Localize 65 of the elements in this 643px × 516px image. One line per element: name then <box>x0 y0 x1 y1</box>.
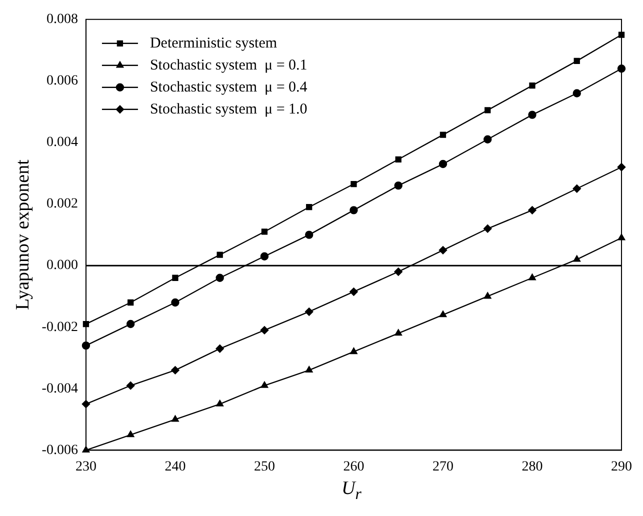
point <box>171 366 180 374</box>
point <box>438 160 448 168</box>
y-tick-label: 0.002 <box>46 196 78 212</box>
point <box>439 310 447 318</box>
point <box>172 274 178 281</box>
point <box>574 58 580 64</box>
point <box>350 180 357 188</box>
point <box>126 320 135 328</box>
point <box>440 132 446 138</box>
point <box>350 348 358 354</box>
x-tick-label: 280 <box>522 459 543 474</box>
legend-label: Deterministic system <box>150 35 278 52</box>
y-tick-label: 0.000 <box>46 258 78 274</box>
point <box>261 228 268 235</box>
point <box>484 292 492 299</box>
point <box>171 298 180 307</box>
y-tick-label: 0.006 <box>46 74 78 89</box>
legend-label: Stochastic system μ = 0.4 <box>150 79 308 96</box>
point <box>216 274 224 282</box>
point <box>216 400 224 406</box>
point <box>126 430 134 438</box>
point <box>260 326 269 334</box>
point <box>305 366 313 373</box>
point <box>484 107 491 114</box>
y-tick-label: -0.002 <box>42 320 78 335</box>
point <box>484 135 492 144</box>
point <box>350 206 358 214</box>
point <box>438 246 448 254</box>
point <box>260 252 269 260</box>
point <box>572 184 581 193</box>
point <box>529 82 536 89</box>
point <box>172 415 179 422</box>
point <box>528 274 536 280</box>
legend-label: Stochastic system μ = 1.0 <box>150 101 308 118</box>
point <box>305 230 314 239</box>
x-tick-label: 230 <box>75 459 96 474</box>
y-tick-label: -0.004 <box>42 381 78 396</box>
x-tick-label: 260 <box>343 459 364 474</box>
point <box>216 344 224 353</box>
point <box>394 329 402 336</box>
x-tick-label: 240 <box>164 459 186 474</box>
x-axis-title: U$_{r}$ <box>340 478 362 504</box>
y-tick-label: 0.008 <box>46 12 78 28</box>
point <box>305 308 314 316</box>
point <box>350 288 358 296</box>
point <box>394 268 402 276</box>
point <box>126 381 135 390</box>
x-tick-label: 290 <box>611 459 632 474</box>
point <box>306 204 312 210</box>
point <box>395 156 402 162</box>
x-tick-label: 270 <box>432 459 454 474</box>
point <box>216 252 223 258</box>
point <box>484 224 492 233</box>
point <box>394 181 402 190</box>
y-axis-title: Lyapunov exponent <box>12 158 34 310</box>
y-tick-label: -0.006 <box>42 442 78 458</box>
legend-label: Stochastic system μ = 0.1 <box>150 57 308 74</box>
point <box>572 89 581 98</box>
point <box>573 255 581 262</box>
point <box>260 381 268 388</box>
point <box>128 299 134 306</box>
y-tick-label: 0.004 <box>46 135 78 150</box>
x-tick-label: 250 <box>254 459 275 474</box>
point <box>528 110 536 119</box>
point <box>528 206 536 214</box>
